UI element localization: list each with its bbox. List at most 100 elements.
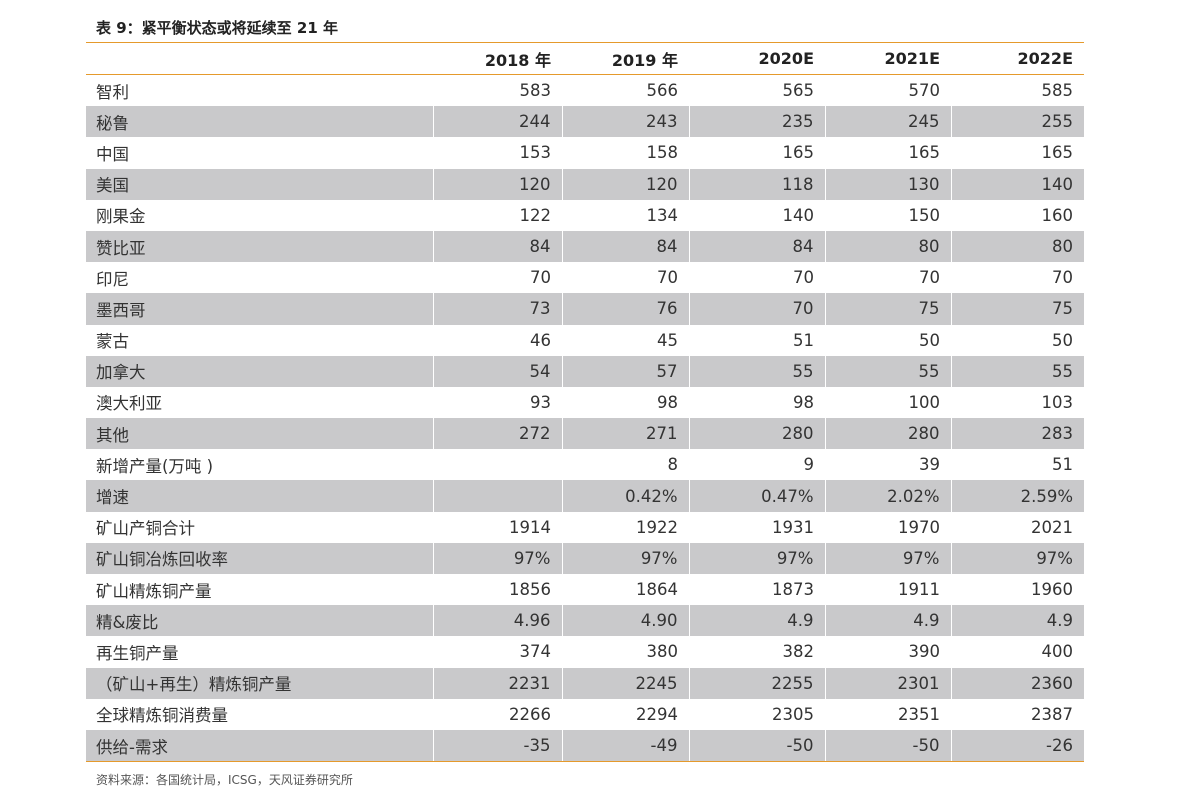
row-label: 全球精炼铜消费量 (96, 706, 228, 726)
table-cell: -26 (950, 729, 1084, 763)
row-label: 赞比亚 (86, 230, 433, 263)
row-label: 矿山精炼铜产量 (96, 581, 212, 601)
header-row: 2018 年 2019 年 2020E 2021E 2022E (86, 43, 1084, 75)
table-cell: 9 (803, 455, 815, 475)
row-label: 美国 (86, 168, 433, 200)
table-cell: 45 (657, 330, 678, 350)
table-row: 全球精炼铜消费量 2266 2294 2305 2351 2387 (86, 699, 1084, 730)
top-rule (86, 42, 1084, 43)
table-cell: 97% (688, 542, 825, 574)
table-cell: 46 (530, 330, 551, 350)
table-row: 赞比亚 84 84 84 80 80 (86, 230, 1084, 263)
table-cell: 70 (919, 268, 940, 288)
table-cell: 1970 (898, 517, 940, 537)
header-cell: 2021E (825, 43, 951, 75)
header-cell: 2020E (689, 43, 825, 75)
table-cell: 583 (519, 81, 552, 101)
table-cell: 400 (1041, 642, 1074, 662)
row-label: 蒙古 (96, 332, 129, 352)
table-cell: 97% (432, 542, 562, 574)
table-cell: 150 (908, 205, 941, 225)
table-row: 墨西哥 73 76 70 75 75 (86, 293, 1084, 325)
table-cell: 245 (824, 106, 951, 138)
row-label: 秘鲁 (86, 106, 433, 138)
table-cell: 165 (782, 143, 815, 163)
table-row: 矿山产铜合计 1914 1922 1931 1970 2021 (86, 512, 1084, 543)
header-cell: 2019 年 (562, 43, 689, 75)
table-cell: 130 (824, 168, 951, 200)
table-cell: 97% (561, 542, 689, 574)
table-cell: 39 (919, 455, 940, 475)
table-cell: 1873 (772, 580, 814, 600)
table-cell: 100 (908, 392, 941, 412)
table-cell: 2305 (772, 704, 814, 724)
table-cell: 160 (1041, 205, 1074, 225)
row-label: 矿山铜冶炼回收率 (86, 542, 433, 574)
table-cell: 134 (646, 205, 679, 225)
table-cell: 84 (561, 230, 689, 263)
table-cell: 1864 (636, 580, 678, 600)
table-cell: 165 (1041, 143, 1074, 163)
table-cell: 55 (824, 355, 951, 387)
table-cell: 80 (950, 230, 1084, 263)
table-cell: 565 (782, 81, 815, 101)
row-label: （矿山+再生）精炼铜产量 (86, 667, 433, 699)
table-cell: 120 (432, 168, 562, 200)
table-cell: 55 (950, 355, 1084, 387)
table-row: 澳大利亚 93 98 98 100 103 (86, 387, 1084, 418)
table-cell (433, 449, 562, 480)
table-cell: 103 (1041, 392, 1074, 412)
row-label: 其他 (86, 418, 433, 450)
table-cell: 75 (950, 293, 1084, 325)
table-title: 表 9：紧平衡状态或将延续至 21 年 (96, 19, 338, 37)
table-row: 新增产量(万吨 ) 8 9 39 51 (86, 449, 1084, 480)
table-cell: 70 (688, 293, 825, 325)
table-cell: 4.9 (950, 605, 1084, 637)
table-cell: 585 (1041, 81, 1074, 101)
table-row: 矿山铜冶炼回收率 97% 97% 97% 97% 97% (86, 542, 1084, 574)
table-cell: 84 (688, 230, 825, 263)
table-cell: 98 (793, 392, 814, 412)
row-label: 增速 (86, 480, 433, 512)
table-cell: 8 (667, 455, 679, 475)
table-cell: 280 (688, 418, 825, 450)
table-cell: 73 (432, 293, 562, 325)
table-cell: 153 (519, 143, 552, 163)
table-cell: 97% (950, 542, 1084, 574)
table-cell: 283 (950, 418, 1084, 450)
table-cell: -35 (432, 729, 562, 763)
table-row: 再生铜产量 374 380 382 390 400 (86, 636, 1084, 667)
table-cell: 140 (950, 168, 1084, 200)
table-cell: 2255 (688, 667, 825, 699)
row-label: 供给-需求 (86, 729, 433, 763)
table-row: 蒙古 46 45 51 50 50 (86, 325, 1084, 356)
table-cell: 390 (908, 642, 941, 662)
table-cell: 140 (782, 205, 815, 225)
table-cell: 1911 (898, 580, 940, 600)
table-row: 中国 153 158 165 165 165 (86, 137, 1084, 168)
table-cell: 51 (1052, 455, 1073, 475)
table-cell: 70 (1052, 268, 1073, 288)
header-cell: 2022E (951, 43, 1084, 75)
row-label: 印尼 (96, 269, 129, 289)
table-cell: 54 (432, 355, 562, 387)
table-cell: 75 (824, 293, 951, 325)
table-cell: 2387 (1031, 704, 1073, 724)
table-cell: 243 (561, 106, 689, 138)
table-cell: 1931 (772, 517, 814, 537)
table-row: 矿山精炼铜产量 1856 1864 1873 1911 1960 (86, 574, 1084, 605)
source-note: 资料来源：各国统计局，ICSG，天风证券研究所 (96, 773, 353, 787)
row-label: 再生铜产量 (96, 643, 179, 663)
table-cell: 76 (561, 293, 689, 325)
table-row: 智利 583 566 565 570 585 (86, 75, 1084, 107)
table-cell: 51 (793, 330, 814, 350)
table-row: 加拿大 54 57 55 55 55 (86, 355, 1084, 387)
table-cell: 120 (561, 168, 689, 200)
table-cell: -49 (561, 729, 689, 763)
table-cell: 2.59% (950, 480, 1084, 512)
table-cell: 84 (432, 230, 562, 263)
table-row: 美国 120 120 118 130 140 (86, 168, 1084, 200)
table-cell: 244 (432, 106, 562, 138)
table-cell: 70 (793, 268, 814, 288)
table-cell: 57 (561, 355, 689, 387)
